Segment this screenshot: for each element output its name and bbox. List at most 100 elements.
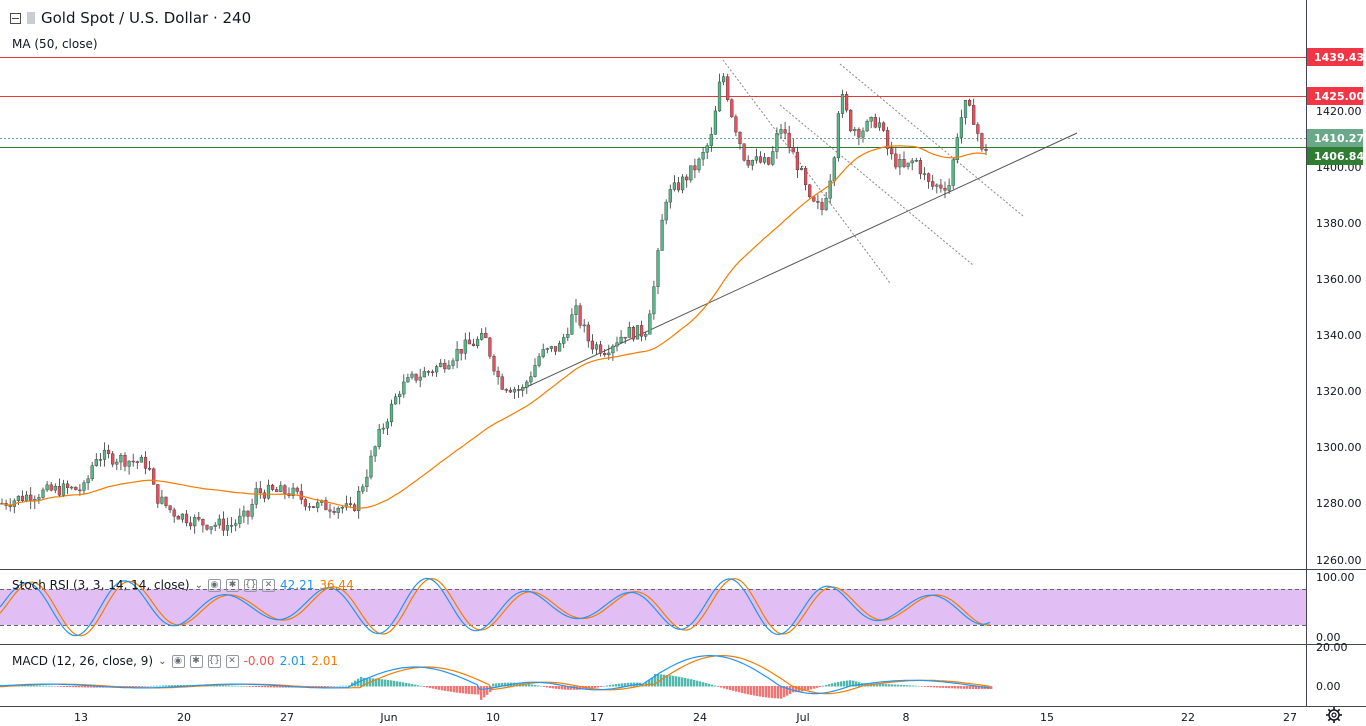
macd-hist-bar [567, 686, 570, 690]
stoch-rsi-legend[interactable]: Stoch RSI (3, 3, 14, 14, close) ⌄ ◉ ✱ {}… [12, 578, 354, 592]
macd-hist-bar [138, 686, 141, 687]
macd-hist-bar [501, 682, 504, 687]
macd-hist-bar [876, 683, 879, 687]
time-label: 20 [177, 711, 191, 724]
candle [377, 428, 381, 447]
candle [123, 455, 127, 467]
candle [672, 182, 676, 190]
macd-hist-bar [36, 685, 39, 687]
candle [943, 187, 947, 191]
candle [435, 366, 439, 373]
collapse-icon[interactable] [10, 12, 21, 24]
macd-hist-bar [936, 686, 939, 688]
candle [303, 499, 307, 507]
candle [627, 327, 631, 338]
macd-hist-bar [720, 686, 723, 688]
candle [459, 349, 463, 354]
candle [37, 497, 41, 500]
candle [631, 327, 635, 340]
candle [504, 389, 508, 391]
candle [156, 484, 160, 504]
price-tag-1410 [1307, 129, 1363, 147]
candle [25, 494, 29, 501]
macd-hist-bar [528, 684, 531, 687]
macd-hist-bar [468, 686, 471, 694]
candle [279, 485, 283, 492]
macd-hist-bar [762, 686, 765, 698]
candle [471, 343, 476, 347]
flag-icon[interactable] [27, 12, 35, 24]
candle [795, 151, 799, 171]
macd-hist-bar [177, 685, 180, 687]
candle [783, 129, 787, 134]
candle [533, 365, 537, 377]
candle [656, 250, 660, 287]
candle [271, 484, 275, 490]
macd-hist-bar [549, 686, 552, 688]
candle [451, 360, 455, 366]
eye-icon[interactable]: ◉ [171, 654, 185, 668]
settings-gear-icon[interactable] [1325, 706, 1343, 724]
macd-hist-bar [483, 686, 486, 698]
candle [902, 159, 906, 167]
candle [754, 156, 758, 161]
close-icon[interactable]: ✕ [225, 654, 239, 668]
macd-hist-bar [879, 683, 882, 687]
macd-hist-bar [756, 686, 759, 697]
price-label: 1320.00 [1316, 385, 1362, 398]
channel-line-1[interactable] [722, 59, 891, 284]
macd-hist-bar [72, 686, 75, 688]
candle [406, 377, 410, 383]
eye-icon[interactable]: ◉ [207, 578, 221, 592]
macd-legend[interactable]: MACD (12, 26, close, 9) ⌄ ◉ ✱ {} ✕ -0.00… [12, 654, 338, 668]
candle [562, 337, 566, 344]
macd-hist-bar [282, 686, 285, 688]
macd-hist-bar [141, 686, 144, 687]
macd-hist-bar [942, 686, 945, 688]
chevron-down-icon[interactable]: ⌄ [194, 579, 203, 591]
macd-hist-bar [852, 680, 855, 687]
macd-hist-bar [147, 686, 150, 687]
channel-line-2[interactable] [839, 63, 1024, 217]
close-icon[interactable]: ✕ [261, 578, 275, 592]
candle [779, 129, 783, 134]
chevron-down-icon[interactable]: ⌄ [158, 655, 167, 667]
candle [242, 510, 246, 517]
candle [139, 456, 143, 463]
macd-hist-bar [561, 686, 564, 690]
candle [402, 381, 406, 395]
price-tag-label: 1406.84 [1314, 150, 1364, 163]
channel-line-3[interactable] [779, 104, 974, 266]
candle [599, 344, 603, 354]
macd-hist-bar [960, 686, 963, 689]
gear-icon[interactable]: ✱ [189, 654, 203, 668]
braces-icon[interactable]: {} [243, 578, 257, 592]
candle [234, 523, 238, 526]
macd-hist-bar [276, 686, 279, 688]
candle [734, 116, 738, 133]
candle [365, 476, 369, 488]
gear-icon[interactable]: ✱ [225, 578, 239, 592]
macd-hist-bar [678, 676, 681, 687]
candle [258, 488, 262, 493]
candle [976, 124, 980, 134]
ascending-trendline[interactable] [519, 132, 1078, 391]
candle [443, 362, 447, 370]
macd-hist-bar [540, 685, 543, 687]
macd-hist-bar [48, 685, 51, 687]
braces-icon[interactable]: {} [207, 654, 221, 668]
candle [968, 100, 972, 106]
candle [229, 525, 234, 527]
macd-hist-bar [285, 686, 288, 688]
macd-hist-bar [135, 686, 138, 687]
candle [931, 181, 935, 187]
macd-hist-bar [792, 686, 795, 693]
candle [57, 486, 61, 496]
macd-hist-bar [846, 680, 849, 687]
macd-hist-bar [30, 685, 33, 687]
ma-legend[interactable]: MA (50, close) [12, 37, 98, 51]
candle [262, 492, 266, 499]
macd-hist-bar [615, 684, 618, 687]
candle [221, 518, 225, 531]
